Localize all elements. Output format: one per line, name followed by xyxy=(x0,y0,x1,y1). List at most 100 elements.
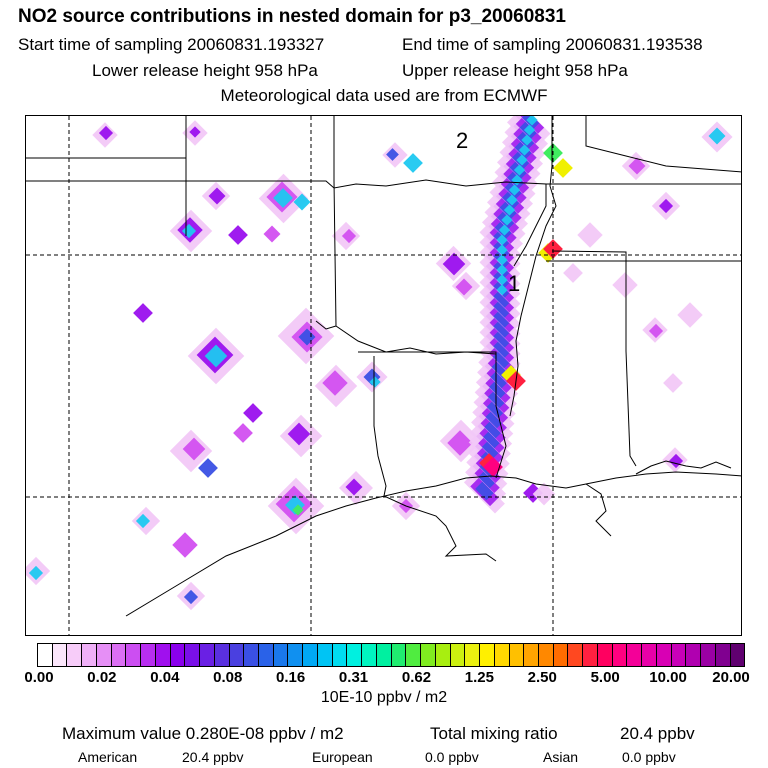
asian-value: 0.0 ppbv xyxy=(622,749,676,765)
colorbar-cell xyxy=(38,644,53,666)
colorbar-cell xyxy=(67,644,83,666)
border-segment xyxy=(315,320,337,330)
plume-cell xyxy=(577,222,603,248)
plume-cell xyxy=(490,301,510,321)
colorbar-cell xyxy=(82,644,97,666)
plume-cell xyxy=(273,188,293,208)
colorbar-cell xyxy=(686,644,702,666)
colorbar-tick-label: 0.16 xyxy=(276,669,306,686)
colorbar-cell xyxy=(200,644,215,666)
colorbar-cell xyxy=(96,644,112,666)
plume-cell xyxy=(708,127,726,145)
plume-cell xyxy=(172,532,198,558)
start-time: Start time of sampling 20060831.193327 xyxy=(18,35,325,54)
plume-cell xyxy=(490,351,510,371)
plume-cell xyxy=(345,478,363,496)
border-segment xyxy=(551,250,637,467)
plume-cell xyxy=(658,198,674,214)
border-segment xyxy=(333,180,497,355)
plume-cell xyxy=(287,422,311,446)
colorbar xyxy=(37,643,745,667)
plume-cell xyxy=(133,303,153,323)
source-label-2: 2 xyxy=(456,128,468,153)
plume-cell xyxy=(628,157,646,175)
colorbar-tick-label: 0.31 xyxy=(338,669,369,686)
colorbar-cell xyxy=(421,644,436,666)
colorbar-cell xyxy=(450,644,466,666)
coastline xyxy=(585,483,612,537)
plume-cell xyxy=(243,403,263,423)
colorbar-cell xyxy=(642,644,657,666)
colorbar-cell xyxy=(465,644,481,666)
colorbar-cell xyxy=(701,644,716,666)
colorbar-cell xyxy=(509,644,525,666)
colorbar-cell xyxy=(612,644,628,666)
plume-cell xyxy=(490,311,510,331)
source-label-1: 1 xyxy=(508,271,520,296)
coastline xyxy=(635,460,732,475)
plume-cell xyxy=(553,158,573,178)
colorbar-cell xyxy=(52,644,68,666)
plume-cell xyxy=(648,323,664,339)
plume-cell xyxy=(447,430,473,456)
met-data-source: Meteorological data used are from ECMWF xyxy=(220,86,548,105)
colorbar-tick-label: 20.00 xyxy=(712,669,750,686)
plume-cell xyxy=(292,504,304,516)
colorbar-cell xyxy=(583,644,598,666)
colorbar-cell xyxy=(317,644,333,666)
colorbar-cell xyxy=(362,644,377,666)
colorbar-tick-label: 0.00 xyxy=(24,669,54,686)
plume-cell xyxy=(475,481,494,501)
american-value: 20.4 ppbv xyxy=(182,749,244,765)
total-mixing-value: 20.4 ppbv xyxy=(620,724,695,743)
plume-cell xyxy=(480,441,499,461)
plume-cell xyxy=(490,341,510,361)
coastline xyxy=(125,471,741,617)
plume-cell xyxy=(135,513,151,529)
plume-cell xyxy=(490,321,510,341)
border-segment xyxy=(495,352,507,479)
plume-cell xyxy=(369,376,381,388)
american-label: American xyxy=(78,749,138,765)
plume-cell xyxy=(455,278,473,296)
colorbar-cell xyxy=(347,644,363,666)
colorbar-cell xyxy=(303,644,318,666)
plume-cell xyxy=(490,331,510,351)
plume-cell xyxy=(483,411,502,431)
colorbar-cell xyxy=(391,644,407,666)
colorbar-cell xyxy=(214,644,230,666)
colorbar-cell xyxy=(627,644,643,666)
total-mixing-label: Total mixing ratio xyxy=(430,724,558,743)
colorbar-tick-label: 0.62 xyxy=(401,669,432,686)
colorbar-cell xyxy=(111,644,127,666)
colorbar-cell xyxy=(494,644,510,666)
colorbar-cell xyxy=(524,644,539,666)
colorbar-cell xyxy=(656,644,672,666)
end-time: End time of sampling 20060831.193538 xyxy=(402,35,703,54)
plume-cell xyxy=(490,291,510,311)
colorbar-cell xyxy=(376,644,392,666)
european-label: European xyxy=(312,749,373,765)
colorbar-cell xyxy=(155,644,171,666)
plume-cell xyxy=(198,458,218,478)
plume-cell xyxy=(663,373,683,393)
colorbar-cell xyxy=(185,644,201,666)
plume-cell xyxy=(228,225,248,245)
lower-release-height: Lower release height 958 hPa xyxy=(92,61,318,80)
colorbar-tick-label: 0.02 xyxy=(87,669,117,686)
state-borders xyxy=(26,116,741,617)
border-segment xyxy=(358,351,497,366)
colorbar-cell xyxy=(288,644,304,666)
border-segment xyxy=(585,116,741,173)
colorbar-tick-label: 1.25 xyxy=(464,669,494,686)
plume-cell xyxy=(183,589,199,605)
plume-cell xyxy=(563,263,583,283)
colorbar-tick-label: 0.04 xyxy=(150,669,180,686)
colorbar-cell xyxy=(435,644,451,666)
plume-cell xyxy=(233,423,253,443)
asian-label: Asian xyxy=(543,749,579,765)
colorbar-cell xyxy=(273,644,289,666)
colorbar-cell xyxy=(244,644,260,666)
plume-cell xyxy=(532,482,556,506)
colorbar-cell xyxy=(568,644,584,666)
